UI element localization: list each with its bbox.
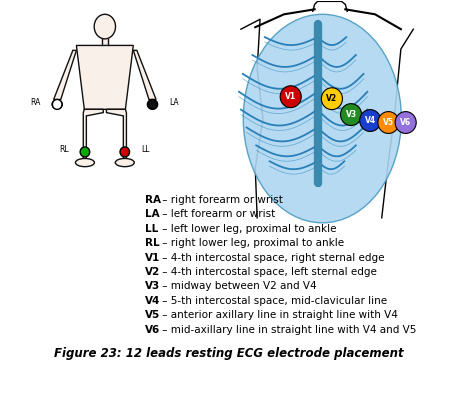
Circle shape	[395, 112, 416, 134]
Polygon shape	[133, 50, 156, 99]
Text: V1: V1	[285, 92, 296, 101]
Polygon shape	[83, 109, 103, 158]
Text: LA: LA	[145, 209, 160, 219]
Text: – midway between V2 and V4: – midway between V2 and V4	[158, 281, 316, 291]
Ellipse shape	[115, 158, 134, 167]
Text: – 5-th intercostal space, mid-clavicular line: – 5-th intercostal space, mid-clavicular…	[158, 296, 387, 306]
Circle shape	[378, 112, 399, 134]
Text: V1: V1	[145, 253, 160, 263]
Circle shape	[321, 88, 342, 110]
Text: LA: LA	[169, 98, 178, 107]
Circle shape	[80, 147, 90, 157]
Text: V5: V5	[145, 310, 160, 320]
Circle shape	[340, 104, 362, 125]
Text: – left forearm or wrist: – left forearm or wrist	[158, 209, 275, 219]
Text: V3: V3	[145, 281, 160, 291]
Text: Figure 23: 12 leads resting ECG electrode placement: Figure 23: 12 leads resting ECG electrod…	[54, 347, 403, 360]
Text: LL: LL	[145, 224, 158, 234]
Text: RA: RA	[145, 195, 161, 205]
Text: V4: V4	[145, 296, 161, 306]
Ellipse shape	[94, 14, 116, 39]
Polygon shape	[101, 39, 108, 46]
Text: V6: V6	[145, 325, 160, 334]
Circle shape	[120, 147, 129, 157]
Text: RL: RL	[145, 238, 160, 248]
Circle shape	[148, 99, 157, 109]
Polygon shape	[107, 109, 127, 158]
Text: – anterior axillary line in straight line with V4: – anterior axillary line in straight lin…	[158, 310, 397, 320]
Ellipse shape	[243, 14, 401, 223]
Ellipse shape	[75, 158, 94, 167]
Text: LL: LL	[141, 145, 150, 154]
Text: V4: V4	[365, 116, 376, 125]
Text: – 4-th intercostal space, left sternal edge: – 4-th intercostal space, left sternal e…	[158, 267, 376, 277]
Text: – left lower leg, proximal to ankle: – left lower leg, proximal to ankle	[158, 224, 336, 234]
Polygon shape	[76, 46, 133, 109]
Circle shape	[280, 86, 301, 108]
Polygon shape	[54, 50, 76, 99]
Text: V2: V2	[326, 94, 337, 103]
Ellipse shape	[147, 100, 158, 109]
Ellipse shape	[52, 100, 63, 109]
Text: RL: RL	[59, 145, 69, 154]
Text: RA: RA	[30, 98, 41, 107]
Text: – 4-th intercostal space, right sternal edge: – 4-th intercostal space, right sternal …	[158, 253, 384, 263]
Text: – right lower leg, proximal to ankle: – right lower leg, proximal to ankle	[158, 238, 344, 248]
Circle shape	[360, 110, 381, 132]
Text: V3: V3	[346, 110, 356, 119]
Text: – mid-axillary line in straight line with V4 and V5: – mid-axillary line in straight line wit…	[158, 325, 416, 334]
Text: – right forearm or wrist: – right forearm or wrist	[158, 195, 283, 205]
Text: V5: V5	[383, 118, 394, 127]
Circle shape	[53, 99, 62, 109]
Text: V6: V6	[400, 118, 411, 127]
Text: V2: V2	[145, 267, 160, 277]
